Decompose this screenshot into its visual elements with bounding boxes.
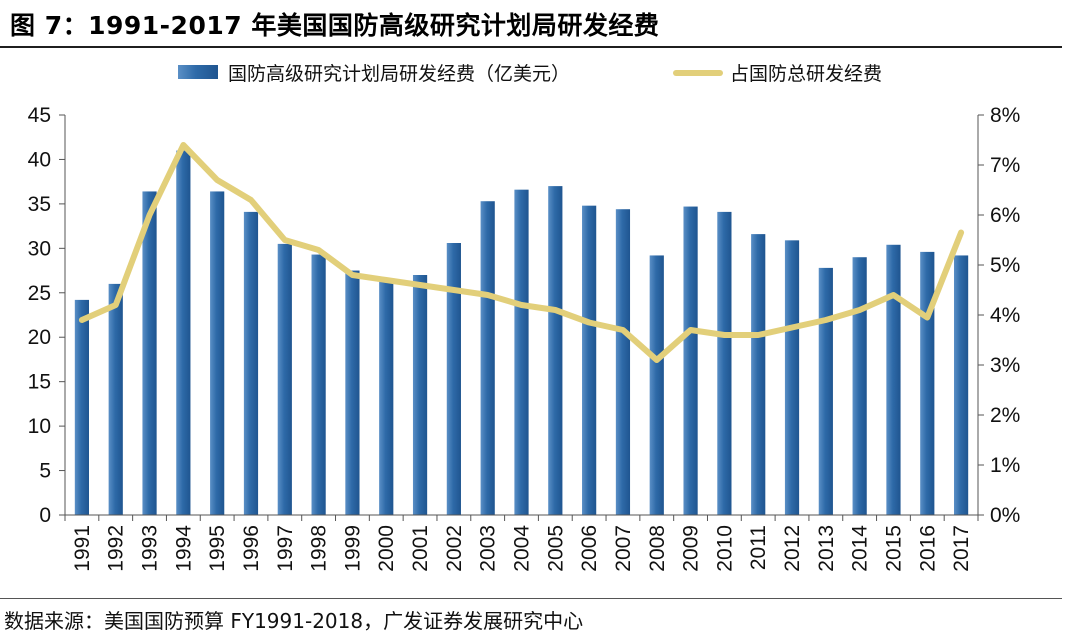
bar-2009	[683, 206, 698, 516]
source-divider	[0, 598, 1062, 599]
x-tick-label: 2009	[680, 525, 703, 572]
x-tick-label: 2008	[646, 525, 669, 572]
bar-2012	[784, 240, 800, 516]
y-right-tick-label: 0%	[990, 504, 1020, 527]
y-right-tick-label: 2%	[990, 404, 1020, 427]
bar-1997	[277, 243, 292, 515]
x-tick-label: 2014	[849, 525, 872, 572]
x-tick-label: 2004	[511, 525, 534, 572]
bar-2001	[412, 275, 428, 515]
title-divider	[0, 46, 1062, 48]
bar-2007	[615, 209, 631, 515]
x-tick-label: 2017	[950, 525, 973, 572]
figure-title: 图 7：1991-2017 年美国国防高级研究计划局研发经费	[10, 11, 660, 40]
x-tick-label: 1995	[206, 525, 229, 572]
y-left-tick-label: 10	[28, 415, 51, 438]
x-tick-label: 2000	[375, 525, 398, 572]
x-tick-label: 2006	[578, 525, 601, 572]
bar-2017	[953, 255, 969, 515]
x-tick-label: 2012	[781, 525, 804, 572]
y-right-tick-label: 7%	[990, 154, 1020, 177]
y-left-tick-label: 40	[28, 148, 51, 171]
bar-2010	[717, 211, 732, 515]
x-tick-label: 1991	[71, 525, 94, 572]
x-tick-label: 2015	[882, 525, 905, 572]
bar-2014	[852, 257, 867, 515]
x-tick-label: 2016	[916, 525, 939, 572]
y-left-tick-label: 35	[28, 193, 51, 216]
y-left-tick-label: 25	[28, 282, 51, 305]
x-tick-label: 2007	[612, 525, 635, 572]
y-left-tick-label: 30	[28, 237, 51, 260]
y-right-tick-label: 6%	[990, 204, 1020, 227]
bar-1995	[210, 191, 225, 515]
x-tick-label: 1998	[308, 525, 331, 572]
bar-2000	[379, 281, 394, 515]
x-tick-label: 2002	[443, 525, 466, 572]
bar-2016	[920, 251, 935, 515]
bar-2008	[649, 255, 664, 515]
x-tick-label: 2005	[544, 525, 567, 572]
bar-2003	[480, 201, 495, 515]
x-tick-label: 1993	[139, 525, 162, 572]
x-tick-label: 2010	[713, 525, 736, 572]
bar-2006	[582, 205, 597, 515]
y-right-tick-label: 3%	[990, 354, 1020, 377]
x-tick-label: 1999	[341, 525, 364, 572]
x-tick-label: 2011	[747, 525, 770, 570]
y-left-tick-label: 20	[28, 326, 51, 349]
bar-1993	[142, 191, 157, 515]
bar-1996	[243, 211, 259, 515]
bar-1991	[74, 299, 90, 515]
x-tick-label: 1992	[105, 525, 128, 572]
y-right-tick-label: 1%	[990, 454, 1020, 477]
bar-2002	[446, 243, 461, 515]
source-note: 数据来源：美国国防预算 FY1991-2018，广发证券发展研究中心	[4, 609, 584, 633]
bar-2011	[751, 234, 766, 515]
y-left-tick-label: 15	[28, 371, 51, 394]
bar-2004	[514, 189, 529, 515]
x-tick-label: 2003	[477, 525, 500, 572]
y-left-tick-label: 45	[28, 104, 51, 127]
bar-1998	[311, 254, 326, 516]
legend-bar-swatch	[178, 65, 218, 79]
legend-bar-label: 国防高级研究计划局研发经费（亿美元）	[228, 63, 570, 85]
y-left-tick-label: 0	[39, 504, 51, 527]
legend-line-label: 占国防总研发经费	[730, 63, 882, 85]
x-tick-label: 1997	[274, 525, 297, 572]
bar-1992	[108, 283, 123, 515]
y-right-tick-label: 4%	[990, 304, 1020, 327]
bar-1994	[176, 150, 191, 516]
bar-2005	[548, 186, 563, 515]
x-tick-label: 2013	[815, 525, 838, 572]
x-tick-label: 1996	[240, 525, 263, 572]
bar-2013	[818, 267, 833, 515]
bar-1999	[345, 270, 360, 515]
bar-2015	[886, 244, 901, 515]
y-right-tick-label: 8%	[990, 104, 1020, 127]
x-tick-label: 1994	[172, 525, 195, 572]
x-tick-label: 2001	[409, 525, 432, 572]
y-left-tick-label: 5	[39, 460, 51, 483]
y-right-tick-label: 5%	[990, 254, 1020, 277]
